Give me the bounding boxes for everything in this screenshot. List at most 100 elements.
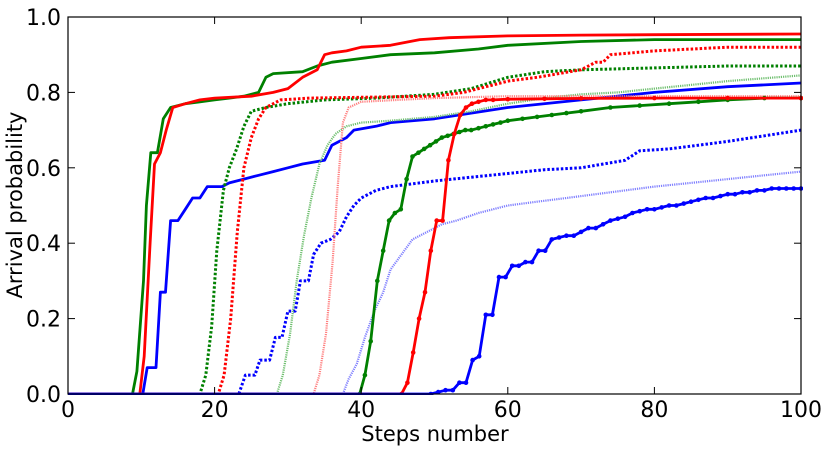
series-12-point (529, 259, 535, 265)
series-10-point (463, 127, 468, 133)
series-11-point (428, 248, 434, 253)
series-10-point (696, 99, 701, 105)
series-11-point (452, 131, 457, 137)
series-10-point (608, 105, 613, 110)
series-11-point (469, 101, 475, 106)
series-12-point (556, 235, 562, 240)
series-11-point (410, 350, 416, 355)
series-10-point (416, 150, 421, 155)
series-12-point (476, 354, 482, 359)
series-10-point (534, 114, 540, 120)
series-12-point (549, 237, 555, 242)
series-12-point (578, 229, 584, 235)
plot-frame (67, 16, 802, 395)
series-12-point (666, 203, 672, 208)
series-10-point (386, 218, 392, 223)
series-12-point (483, 312, 489, 318)
series-10-point (505, 118, 511, 123)
series-10-point (375, 278, 380, 284)
series-12-point (509, 263, 515, 269)
series-12-point (457, 380, 462, 386)
x-tick-label: 20 (201, 398, 229, 423)
series-10-point (445, 133, 451, 139)
series-10-point (398, 207, 404, 212)
series-12-point (776, 186, 782, 191)
series-12-point (784, 186, 789, 191)
series-12-point (791, 186, 796, 191)
series-11-point (490, 97, 496, 103)
series-11-point (578, 96, 584, 101)
y-tick-label: 0.8 (26, 81, 61, 106)
y-tick-label: 0.4 (26, 232, 61, 257)
series-12-point (652, 207, 657, 212)
series-12-point (523, 259, 528, 265)
series-12-point (470, 357, 475, 363)
x-tick-label: 100 (780, 398, 822, 423)
series-12-point (496, 274, 502, 280)
series-11-point (446, 158, 451, 163)
y-tick-label: 0.6 (26, 157, 61, 182)
series-10-point (439, 135, 445, 140)
series-12-point (688, 199, 694, 204)
series-11-point (483, 97, 489, 103)
series-12-point (490, 312, 495, 318)
series-12-point (710, 195, 716, 201)
series-11-point (457, 112, 463, 118)
ticks-layer: 0 20 40 60 80 100 0.0 0.2 0.4 0.6 0.8 1.0 (26, 6, 822, 423)
x-tick-label: 80 (640, 398, 668, 423)
series-10-point (410, 154, 415, 159)
series-12-point (536, 248, 541, 253)
series-12-point (644, 207, 650, 212)
series-10-point (666, 101, 672, 106)
y-tick-label: 0.2 (26, 308, 61, 333)
series-10-point (637, 103, 642, 108)
series-12-point (637, 208, 642, 214)
series-10-point (468, 127, 474, 133)
series-layer (68, 32, 803, 395)
series-11-point (476, 99, 481, 105)
series-10-point (578, 109, 584, 114)
series-10-point (392, 210, 398, 216)
series-11-point (434, 218, 440, 223)
series-10-point (476, 125, 481, 131)
series-12-point (516, 263, 522, 269)
series-10-point (483, 124, 489, 129)
series-12-point (762, 188, 767, 193)
series-12-point (615, 216, 621, 221)
y-tick-label: 0.0 (26, 383, 61, 408)
x-tick-label: 60 (494, 398, 522, 423)
series-12-point (681, 201, 686, 206)
series-11-point (440, 218, 445, 223)
series-line-1 (68, 38, 801, 395)
series-line-4 (68, 64, 801, 395)
series-12-point (725, 191, 730, 197)
series-12-point (435, 389, 441, 395)
series-10-point (433, 139, 439, 144)
series-11-point (505, 96, 511, 102)
x-tick-label: 40 (347, 398, 375, 423)
series-11-point (652, 95, 657, 101)
series-12-point (740, 190, 745, 195)
x-axis-label: Steps number (361, 422, 509, 446)
series-12-point (542, 248, 548, 253)
series-12-point (718, 193, 723, 199)
series-12-point (608, 218, 613, 223)
series-12-point (463, 380, 469, 386)
series-12-point (696, 197, 701, 203)
series-12-point (769, 186, 774, 191)
series-12-point (503, 274, 508, 280)
series-11-point (405, 380, 410, 386)
series-10-point (380, 248, 386, 253)
series-12-point (732, 191, 738, 197)
series-10-point (564, 110, 569, 116)
series-12-point (622, 214, 628, 220)
series-12-point (600, 222, 606, 227)
y-axis-label: Arrival probability (3, 112, 27, 299)
series-12-point (443, 387, 448, 393)
series-line-9 (68, 170, 802, 395)
series-line-7 (68, 74, 802, 395)
series-12-point (586, 225, 591, 231)
series-12-point (571, 233, 577, 238)
series-12-point (450, 387, 456, 393)
